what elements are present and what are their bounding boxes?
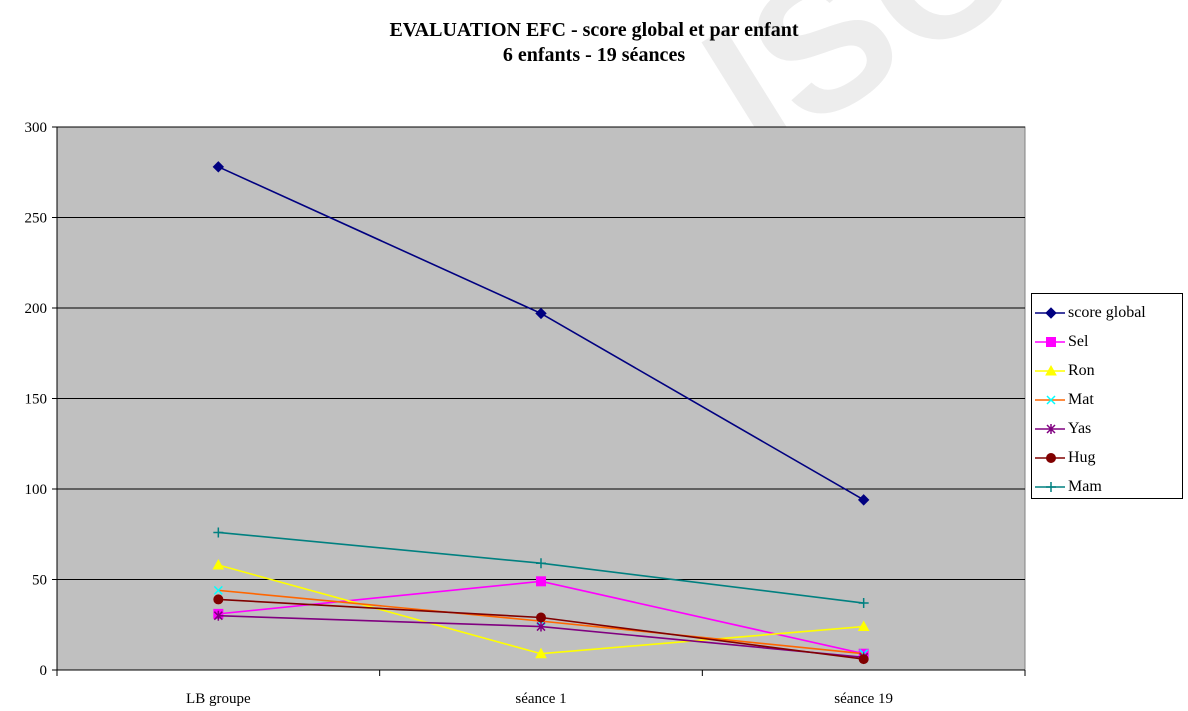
data-point — [535, 647, 547, 659]
legend-label: Sel — [1068, 332, 1089, 350]
data-point — [858, 654, 869, 665]
data-point — [213, 610, 223, 621]
legend-item: Ron — [1032, 356, 1182, 385]
chart-title-line1: EVALUATION EFC - score global et par enf… — [389, 19, 799, 41]
legend-marker — [1045, 306, 1057, 319]
data-point — [212, 558, 225, 570]
legend-marker — [1046, 394, 1056, 405]
legend-item: Sel — [1032, 327, 1182, 356]
data-point — [212, 161, 225, 173]
legend-marker — [1046, 423, 1056, 434]
legend-label: score global — [1068, 303, 1146, 321]
data-point — [536, 621, 546, 632]
data-point — [213, 594, 224, 605]
legend: score global Sel Ron Mat Yas Hug Mam — [1031, 293, 1183, 499]
legend-marker — [1046, 336, 1056, 347]
legend-item: Yas — [1032, 414, 1182, 443]
data-point — [858, 598, 869, 609]
legend-marker — [1046, 481, 1056, 492]
legend-label: Mat — [1068, 390, 1094, 408]
data-point — [536, 558, 546, 569]
chart-subtitle: 6 enfants - 19 séances — [502, 44, 686, 66]
axes: 0 50 100 150 200 250 300 LB groupe séance 1 séanc… — [25, 120, 1026, 707]
x-tick-label: séance 1 — [515, 691, 566, 707]
data-point — [535, 307, 547, 320]
legend-label: Yas — [1068, 419, 1092, 437]
legend-swatch — [1035, 364, 1065, 375]
chart-title: EVALUATION EFC - score global et par enf… — [0, 18, 1188, 68]
legend-swatch — [1035, 481, 1065, 492]
series-mam — [213, 527, 869, 609]
legend-swatch — [1035, 306, 1065, 319]
legend-item: Hug — [1032, 443, 1182, 472]
x-tick-label: séance 19 — [834, 691, 893, 707]
series-lines — [212, 161, 870, 665]
y-tick-label: 250 — [25, 211, 48, 227]
series-ron — [212, 558, 870, 659]
data-point — [213, 585, 223, 595]
x-tick-label: LB groupe — [186, 691, 251, 707]
legend-swatch — [1035, 423, 1065, 434]
data-point — [857, 620, 870, 632]
legend-marker — [1046, 452, 1056, 463]
legend-item: Mam — [1032, 472, 1182, 501]
legend-swatch — [1035, 452, 1065, 463]
legend-label: Mam — [1068, 477, 1102, 495]
legend-item: score global — [1032, 298, 1182, 327]
legend-marker — [1045, 364, 1057, 375]
data-point — [857, 494, 870, 506]
data-point — [536, 576, 546, 587]
legend-label: Ron — [1068, 361, 1095, 379]
y-tick-label: 200 — [25, 301, 48, 317]
series-hug — [213, 594, 869, 665]
legend-label: Hug — [1068, 448, 1096, 466]
y-tick-label: 0 — [40, 663, 48, 679]
y-tick-label: 50 — [32, 573, 47, 589]
legend-swatch — [1035, 336, 1065, 347]
y-tick-label: 300 — [25, 120, 48, 136]
y-tick-label: 150 — [25, 392, 48, 408]
data-point — [536, 612, 546, 623]
y-tick-label: 100 — [25, 482, 48, 498]
data-point — [213, 527, 224, 538]
legend-swatch — [1035, 394, 1065, 405]
series-score-global — [212, 161, 870, 506]
legend-item: Mat — [1032, 385, 1182, 414]
